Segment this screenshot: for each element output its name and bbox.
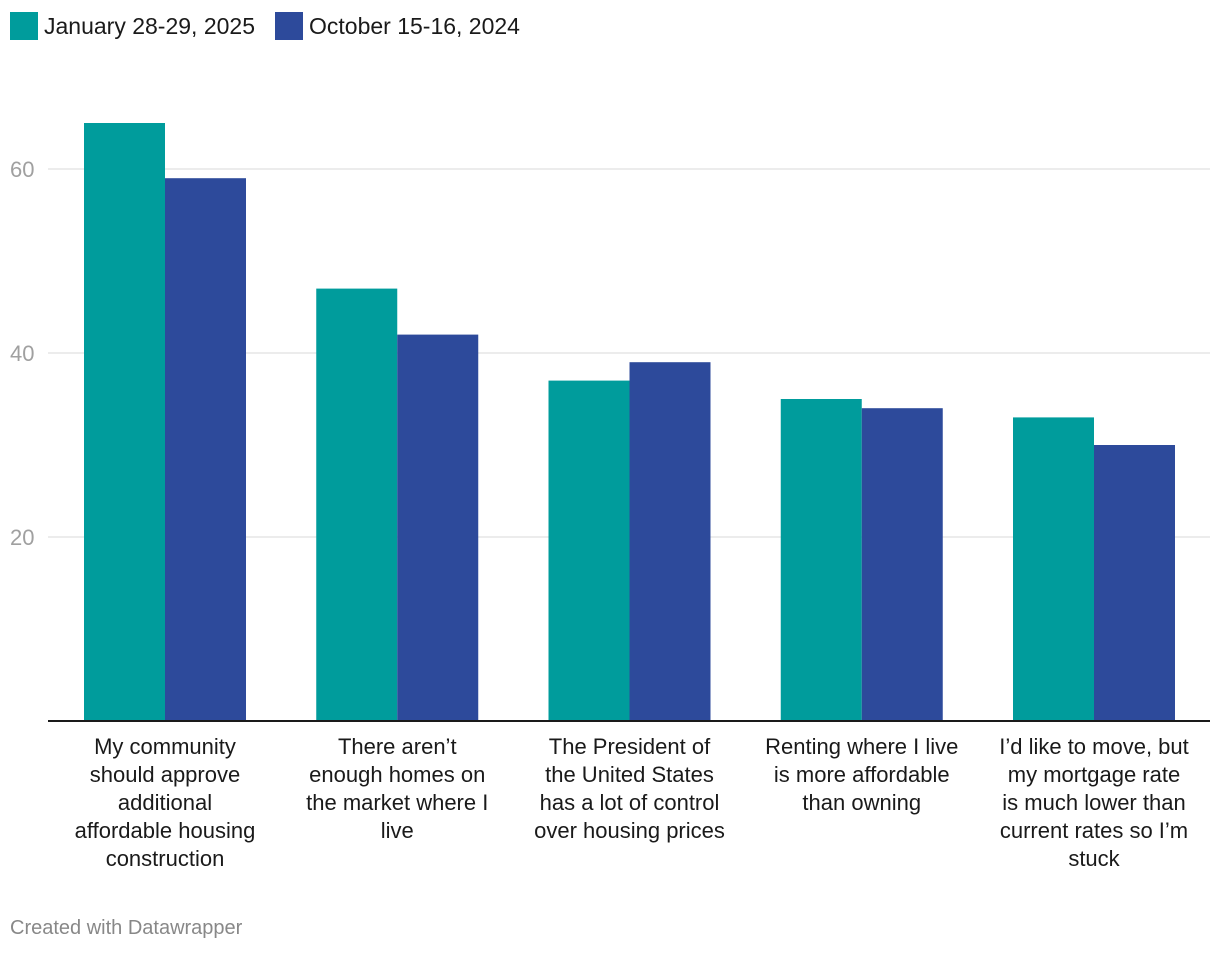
x-category-label-line: I’d like to move, but — [999, 734, 1189, 759]
legend-swatch-jan-2025 — [10, 12, 38, 40]
x-category-label-line: enough homes on — [309, 762, 485, 787]
x-category-label-line: additional — [118, 790, 212, 815]
x-category-label-2: The President of the United States has a l… — [534, 734, 725, 843]
x-category-label-line: Renting where I live — [765, 734, 958, 759]
x-category-label-line: There aren’t — [338, 734, 457, 759]
x-category-label-1: There aren’t enough homes on the market wh… — [306, 734, 488, 843]
bar-jan-2025-1 — [316, 288, 398, 721]
bar-jan-2025-0 — [84, 123, 165, 721]
x-category-label-line: live — [381, 818, 414, 843]
footer-credit: Created with Datawrapper — [10, 917, 243, 939]
legend-item-oct-2024: October 15-16, 2024 — [275, 12, 520, 40]
bar-jan-2025-3 — [780, 399, 862, 721]
x-category-label-line: has a lot of control — [540, 790, 720, 815]
x-category-label-4: I’d like to move, but my mortgage rate is … — [999, 734, 1189, 871]
y-tick-label-20: 20 — [10, 525, 34, 550]
bar-jan-2025-2 — [548, 380, 630, 721]
x-category-label-line: stuck — [1068, 846, 1120, 871]
x-category-label-line: affordable housing — [75, 818, 256, 843]
x-category-label-line: the market where I — [306, 790, 488, 815]
legend-label-oct-2024: October 15-16, 2024 — [309, 12, 520, 39]
x-category-label-line: should approve — [90, 762, 240, 787]
x-category-label-line: My community — [94, 734, 236, 759]
bar-oct-2024-1 — [397, 334, 479, 721]
legend-swatch-oct-2024 — [275, 12, 303, 40]
bar-jan-2025-4 — [1013, 417, 1094, 721]
x-category-label-line: current rates so I’m — [1000, 818, 1188, 843]
x-category-label-line: my mortgage rate — [1008, 762, 1180, 787]
x-category-label-3: Renting where I live is more affordable th… — [765, 734, 958, 815]
legend-item-jan-2025: January 28-29, 2025 — [10, 12, 255, 40]
y-tick-label-60: 60 — [10, 157, 34, 182]
bar-oct-2024-4 — [1094, 445, 1175, 721]
x-category-label-line: over housing prices — [534, 818, 725, 843]
x-category-label-0: My community should approve additional affo… — [75, 734, 256, 871]
x-category-label-line: construction — [106, 846, 225, 871]
x-category-label-line: The President of — [549, 734, 711, 759]
bar-oct-2024-2 — [629, 362, 711, 721]
legend: January 28-29, 2025 October 15-16, 2024 — [10, 12, 520, 40]
bar-oct-2024-0 — [165, 178, 246, 721]
x-category-label-line: the United States — [545, 762, 714, 787]
y-tick-label-40: 40 — [10, 341, 34, 366]
x-category-label-line: than owning — [802, 790, 921, 815]
x-category-label-line: is more affordable — [774, 762, 950, 787]
x-category-label-line: is much lower than — [1002, 790, 1185, 815]
bar-oct-2024-3 — [861, 408, 943, 721]
legend-label-jan-2025: January 28-29, 2025 — [44, 12, 255, 39]
